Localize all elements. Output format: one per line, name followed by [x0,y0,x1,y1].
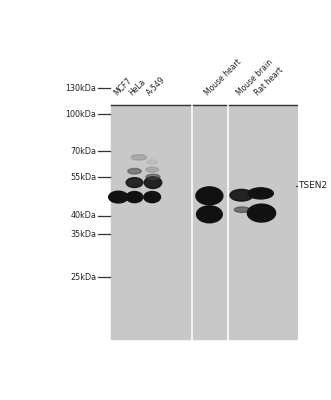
Ellipse shape [230,189,253,201]
Text: 100kDa: 100kDa [66,110,97,119]
Text: HeLa: HeLa [127,77,147,97]
Ellipse shape [126,192,143,203]
Ellipse shape [109,191,128,203]
Bar [229,105,297,339]
Bar [111,105,190,339]
Ellipse shape [147,160,157,164]
Bar [193,105,226,339]
Ellipse shape [128,168,141,174]
Text: A-549: A-549 [145,75,167,97]
Text: Mouse heart: Mouse heart [203,57,243,97]
Ellipse shape [248,188,273,199]
Text: Mouse brain: Mouse brain [235,58,275,97]
Ellipse shape [197,206,222,223]
Text: 35kDa: 35kDa [71,230,97,239]
Text: TSEN2: TSEN2 [299,182,328,190]
Ellipse shape [131,154,147,160]
Text: 130kDa: 130kDa [66,84,97,92]
Ellipse shape [146,174,160,179]
Text: MCF7: MCF7 [112,76,133,97]
Ellipse shape [144,192,161,203]
Text: Rat heart: Rat heart [253,65,285,97]
Ellipse shape [196,187,223,205]
Ellipse shape [126,178,143,188]
Text: 25kDa: 25kDa [71,273,97,282]
Ellipse shape [146,167,159,172]
Ellipse shape [234,207,250,212]
Ellipse shape [247,204,276,222]
Text: 40kDa: 40kDa [71,211,97,220]
Text: 70kDa: 70kDa [71,147,97,156]
Text: 55kDa: 55kDa [71,173,97,182]
Ellipse shape [144,177,162,188]
